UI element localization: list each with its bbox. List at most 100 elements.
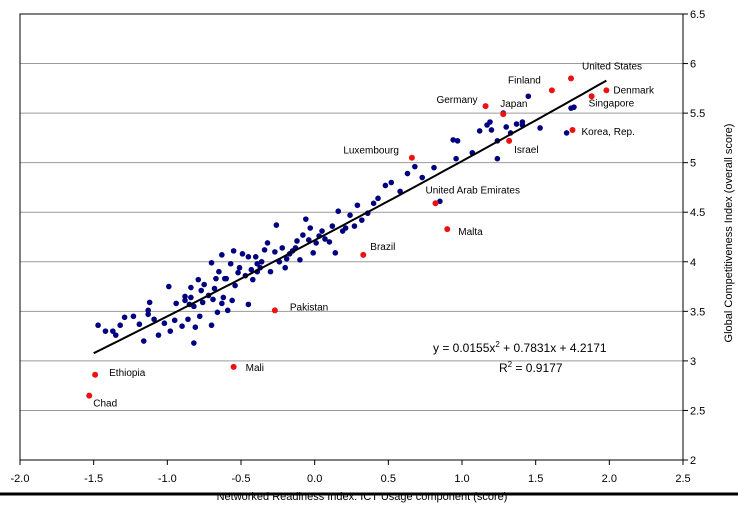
data-point (351, 223, 358, 229)
data-point (329, 223, 336, 229)
label-finland: Finland (508, 75, 541, 86)
data-point (273, 222, 280, 228)
point-mali (230, 363, 237, 370)
data-point (326, 239, 333, 245)
data-point (227, 260, 234, 267)
data-point (261, 247, 268, 253)
x-tick-label: -0.5 (232, 473, 251, 485)
data-point (221, 275, 228, 282)
data-point (494, 155, 501, 162)
data-point (229, 297, 235, 304)
data-point (370, 200, 377, 207)
data-point (282, 264, 289, 271)
data-point (258, 258, 265, 265)
data-point (359, 217, 365, 223)
data-point (117, 322, 123, 329)
y-tick-label: 6.5 (690, 9, 705, 21)
data-point (213, 275, 219, 282)
data-point (245, 301, 252, 308)
point-brazil (360, 251, 367, 258)
data-point (208, 322, 215, 329)
x-tick-label: 1.0 (454, 473, 469, 485)
data-point (267, 268, 274, 275)
data-point (450, 137, 456, 143)
x-axis-ticks: -2.0 -1.5 -1.0 -0.5 0.0 0.5 1.0 1.5 2.0 2.5 (11, 460, 691, 485)
data-point (121, 314, 128, 321)
x-tick-label: -1.5 (84, 473, 103, 485)
data-point (182, 293, 188, 300)
data-point (210, 296, 216, 303)
data-point (145, 311, 151, 318)
data-point (404, 170, 411, 177)
r-squared-label: R2 = 0.9177 (499, 360, 563, 375)
data-point (347, 212, 353, 218)
point-germany (482, 103, 489, 110)
data-point (342, 225, 349, 231)
gridlines (20, 63, 683, 411)
point-united-arab-emirates (432, 200, 439, 207)
data-point (239, 251, 246, 257)
label-ethiopia: Ethiopia (109, 368, 146, 379)
data-point (332, 250, 339, 256)
data-point (245, 254, 252, 260)
data-point (453, 155, 459, 162)
data-point (232, 282, 238, 289)
data-point (130, 313, 137, 320)
data-point (322, 236, 328, 242)
label-united-arab-emirates: United Arab Emirates (425, 185, 519, 196)
data-point (248, 266, 255, 273)
data-point (171, 317, 178, 324)
data-point (145, 307, 151, 314)
data-point (307, 225, 314, 231)
data-point (335, 208, 342, 215)
y-axis-title: Global Competitiveness Index (overall sc… (723, 124, 735, 343)
data-point (249, 276, 256, 283)
data-point (155, 332, 162, 338)
data-point (513, 121, 520, 127)
point-united-states (568, 75, 575, 82)
data-point (161, 320, 168, 327)
data-point (146, 299, 153, 306)
data-point (235, 269, 241, 276)
point-chad (86, 392, 93, 399)
y-tick-label: 4 (690, 257, 696, 269)
point-korea-rep (569, 126, 576, 133)
y-tick-label: 3 (690, 356, 696, 368)
point-japan (500, 111, 507, 118)
data-point (166, 283, 172, 290)
data-point (102, 328, 109, 334)
label-korea-rep: Korea, Rep. (582, 127, 635, 138)
data-point (201, 281, 207, 288)
data-point (182, 297, 188, 304)
trend-equation: y = 0.0155x2 + 0.7831x + 4.2171 (433, 340, 607, 355)
data-point (388, 179, 395, 186)
point-luxembourg (408, 154, 415, 161)
data-point (185, 316, 191, 323)
data-point (208, 259, 215, 266)
data-point (454, 138, 461, 144)
point-singapore (588, 93, 595, 100)
label-chad: Chad (93, 399, 117, 410)
data-point (319, 228, 325, 234)
x-tick-label: 2.0 (602, 473, 617, 485)
data-point (236, 264, 243, 271)
data-point (313, 240, 319, 246)
point-malta (444, 226, 451, 233)
data-point (112, 332, 119, 338)
data-point (179, 323, 185, 330)
x-axis-title: Networked Readiness Index: ICT Usage com… (217, 491, 508, 503)
data-point (297, 256, 303, 263)
point-labels: United States Finland Denmark Germany Japan S… (93, 61, 655, 409)
x-tick-label: 2.5 (675, 473, 690, 485)
data-point (136, 321, 143, 328)
data-point (188, 284, 194, 291)
x-tick-label: 0.5 (381, 473, 396, 485)
data-points (95, 93, 577, 346)
data-point (476, 128, 483, 134)
data-point (488, 127, 495, 133)
point-ethiopia (92, 371, 99, 378)
data-point (191, 303, 197, 310)
data-point (272, 249, 278, 255)
data-point (305, 237, 312, 243)
data-point (230, 248, 237, 254)
